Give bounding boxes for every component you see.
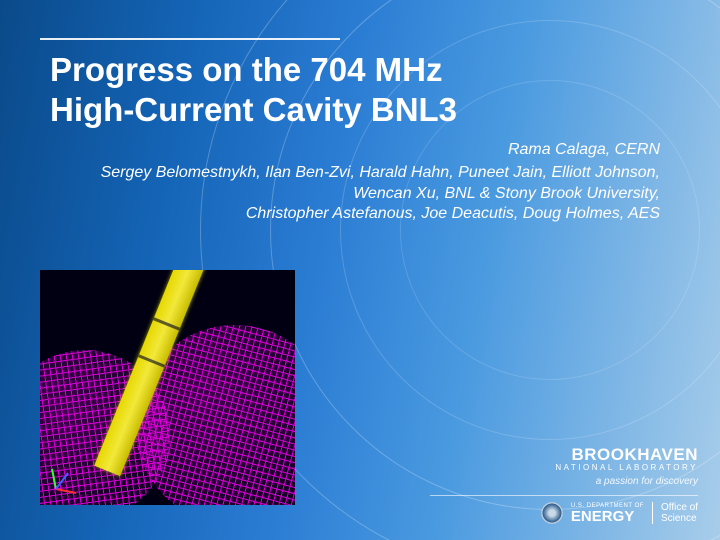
author-line-1: Rama Calaga, CERN [70,140,660,160]
slide-root: Progress on the 704 MHz High-Current Cav… [0,0,720,540]
coordinate-axes-icon [46,463,82,499]
title-line-1: Progress on the 704 MHz [50,50,650,90]
doe-name: ENERGY [571,509,634,524]
author-line-3: Christopher Astefanous, Joe Deacutis, Do… [70,204,660,224]
footer-vline [652,502,653,524]
title-line-2: High-Current Cavity BNL3 [50,90,650,130]
doe-seal-icon [541,502,563,524]
title-block: Progress on the 704 MHz High-Current Cav… [50,50,650,129]
brookhaven-tagline: a passion for discovery [410,476,698,487]
cavity-wireframe-figure [40,270,295,505]
author-line-2: Sergey Belomestnykh, Ilan Ben-Zvi, Haral… [70,163,660,204]
doe-office: Office of Science [661,502,698,524]
title-rule [40,38,340,40]
doe-text: U.S. DEPARTMENT OF ENERGY [571,503,644,524]
brookhaven-name: BROOKHAVEN [410,445,698,465]
doe-office-line2: Science [661,513,698,524]
footer-divider [430,495,698,496]
doe-office-line1: Office of [661,502,698,513]
brookhaven-subtitle: NATIONAL LABORATORY [410,463,698,472]
doe-logo-row: U.S. DEPARTMENT OF ENERGY Office of Scie… [410,502,720,524]
authors-block: Rama Calaga, CERN Sergey Belomestnykh, I… [70,140,660,225]
footer-logos: BROOKHAVEN NATIONAL LABORATORY a passion… [410,445,720,540]
brookhaven-logo: BROOKHAVEN NATIONAL LABORATORY a passion… [410,445,720,487]
